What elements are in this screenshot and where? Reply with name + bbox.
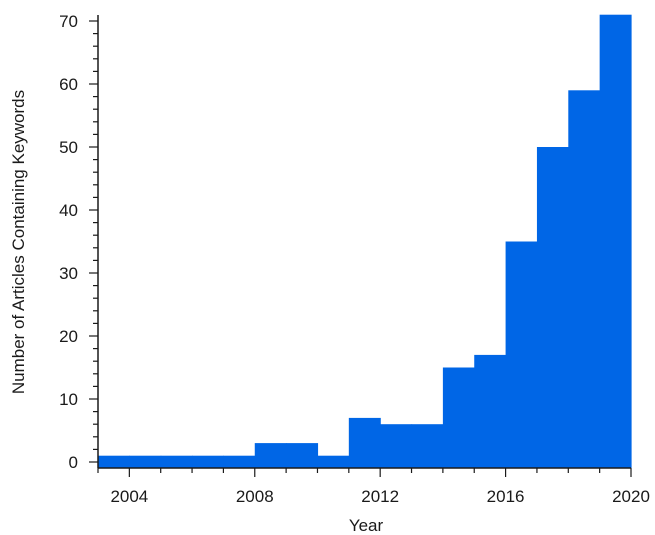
y-ticks: 0 10 20 30 40 50 60 70	[59, 12, 98, 472]
bar-2009	[286, 443, 319, 468]
x-tick-label: 2012	[361, 487, 399, 506]
bar-2008	[254, 443, 287, 468]
bar-2018	[568, 90, 601, 469]
x-tick-label: 2004	[110, 487, 148, 506]
bar-2015	[474, 354, 507, 468]
x-tick-label: 2008	[236, 487, 274, 506]
bar-2005	[160, 455, 193, 468]
y-tick-label: 0	[69, 453, 78, 472]
y-tick-label: 10	[59, 390, 78, 409]
y-tick-label: 70	[59, 12, 78, 31]
bar-2014	[442, 367, 475, 468]
bar-2010	[317, 455, 350, 468]
y-tick-label: 50	[59, 138, 78, 157]
y-tick-label: 40	[59, 201, 78, 220]
bar-2006	[192, 455, 225, 468]
bar-2004	[129, 455, 162, 468]
x-ticks: 2004 2008 2012 2016 2020	[97, 468, 650, 506]
x-tick-label: 2016	[487, 487, 525, 506]
bar-2003	[98, 455, 130, 468]
bar-2017	[536, 147, 569, 468]
bar-2012	[380, 424, 413, 468]
bar-2007	[223, 455, 256, 468]
bar-2011	[348, 417, 381, 468]
bar-2016	[505, 241, 538, 468]
y-axis-title: Number of Articles Containing Keywords	[9, 90, 28, 394]
axes-layer	[97, 15, 631, 469]
x-tick-label: 2020	[612, 487, 650, 506]
x-axis-title: Year	[349, 516, 384, 535]
bar-2019	[599, 14, 632, 468]
y-tick-label: 60	[59, 75, 78, 94]
bar-2013	[411, 424, 444, 468]
y-tick-label: 20	[59, 327, 78, 346]
bars-layer	[98, 14, 632, 469]
y-tick-label: 30	[59, 264, 78, 283]
